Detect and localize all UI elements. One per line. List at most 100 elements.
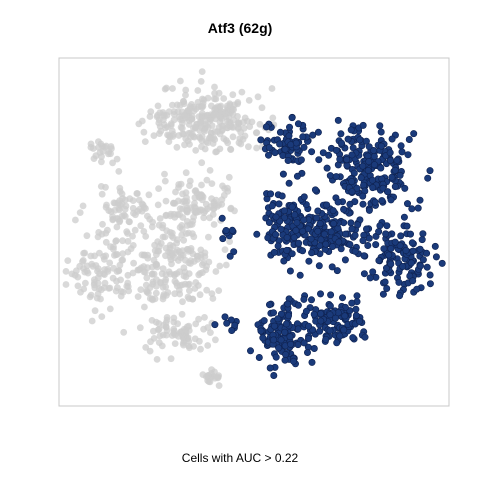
other-cell-point	[178, 124, 186, 132]
high-auc-cell-point	[253, 230, 261, 238]
high-auc-cell-point	[362, 225, 370, 233]
high-auc-cell-point	[300, 339, 308, 347]
high-auc-cell-point	[283, 234, 291, 242]
high-auc-cell-point	[359, 237, 367, 245]
high-auc-cell-point	[379, 290, 387, 298]
high-auc-cell-point	[360, 252, 368, 260]
other-cell-point	[99, 220, 106, 228]
other-cell-point	[161, 233, 169, 241]
high-auc-cell-point	[292, 226, 300, 234]
other-cell-point	[237, 128, 245, 136]
other-cell-point	[155, 247, 163, 255]
other-cell-point	[196, 270, 204, 277]
other-cell-point	[195, 113, 203, 120]
high-auc-cell-point	[284, 300, 292, 308]
high-auc-cell-point	[262, 123, 270, 131]
high-auc-cell-point	[365, 143, 373, 151]
other-cell-point	[74, 273, 82, 281]
high-auc-cell-point	[359, 162, 367, 170]
high-auc-cell-point	[314, 128, 322, 136]
high-auc-cell-point	[365, 158, 373, 166]
high-auc-cell-point	[381, 278, 389, 286]
other-cell-point	[211, 128, 219, 136]
other-cell-point	[253, 144, 260, 152]
other-cell-point	[201, 253, 209, 260]
other-cell-point	[161, 112, 168, 120]
high-auc-cell-point	[325, 151, 333, 159]
high-auc-cell-point	[290, 234, 298, 242]
high-auc-cell-point	[255, 353, 263, 361]
high-auc-cell-point	[432, 253, 440, 261]
high-auc-cell-point	[423, 263, 431, 271]
high-auc-cell-point	[382, 264, 390, 272]
high-auc-cell-point	[308, 358, 316, 366]
high-auc-cell-point	[333, 267, 341, 275]
high-auc-cell-point	[341, 230, 349, 238]
other-cell-point	[225, 173, 233, 181]
high-auc-cell-point	[383, 222, 391, 230]
other-cell-point	[198, 181, 205, 189]
high-auc-cell-point	[320, 230, 328, 238]
other-cell-point	[254, 93, 262, 101]
other-cell-point	[212, 95, 220, 103]
high-auc-cell-point	[391, 183, 399, 191]
other-cell-point	[62, 281, 70, 288]
high-auc-cell-point	[408, 205, 416, 213]
high-auc-cell-point	[407, 259, 415, 267]
other-cell-point	[186, 177, 194, 185]
other-cell-point	[176, 211, 183, 219]
high-auc-cell-point	[322, 335, 330, 343]
other-cell-point	[170, 200, 177, 207]
other-cell-point	[187, 260, 194, 267]
high-auc-cell-point	[365, 234, 373, 242]
high-auc-cell-point	[228, 326, 236, 334]
other-cell-point	[234, 113, 241, 120]
high-auc-cell-point	[270, 336, 278, 344]
other-cell-point	[135, 196, 143, 204]
other-cell-point	[197, 78, 205, 85]
high-auc-cell-point	[283, 246, 291, 254]
other-cell-point	[106, 259, 114, 267]
other-cell-point	[222, 261, 230, 269]
high-auc-cell-point	[272, 213, 280, 221]
high-auc-cell-point	[218, 214, 226, 222]
high-auc-cell-point	[364, 242, 372, 250]
other-cell-point	[204, 139, 212, 147]
high-auc-cell-point	[398, 148, 406, 156]
high-auc-cell-point	[299, 133, 307, 141]
high-auc-cell-point	[284, 312, 292, 320]
other-cell-point	[96, 249, 103, 257]
high-auc-cell-point	[386, 149, 394, 157]
other-cell-point	[157, 278, 164, 286]
other-cell-point	[212, 336, 219, 344]
high-auc-cell-point	[293, 219, 301, 227]
high-auc-cell-point	[402, 246, 410, 254]
other-cell-point	[216, 113, 224, 121]
other-cell-point	[256, 120, 264, 128]
high-auc-cell-point	[332, 173, 340, 181]
other-cell-point	[230, 106, 238, 113]
other-cell-point	[216, 262, 224, 270]
other-cell-point	[215, 287, 223, 294]
other-cell-point	[212, 148, 220, 156]
high-auc-cell-point	[309, 131, 317, 139]
high-auc-cell-point	[315, 156, 323, 164]
high-auc-cell-point	[334, 161, 342, 169]
high-auc-cell-point	[362, 137, 370, 145]
other-cell-point	[208, 180, 216, 188]
high-auc-cell-point	[327, 228, 335, 236]
other-cell-point	[134, 293, 142, 300]
high-auc-cell-point	[280, 214, 288, 222]
high-auc-cell-point	[385, 251, 393, 259]
high-auc-cell-point	[247, 347, 255, 355]
high-auc-cell-point	[317, 317, 325, 325]
other-cell-point	[104, 265, 112, 273]
high-auc-cell-point	[380, 245, 388, 253]
high-auc-cell-point	[300, 295, 308, 303]
high-auc-cell-point	[307, 296, 315, 304]
high-auc-cell-point	[327, 291, 335, 299]
other-cell-point	[201, 314, 208, 321]
other-cell-point	[159, 331, 167, 339]
high-auc-cell-point	[303, 348, 311, 356]
other-cell-point	[153, 113, 161, 121]
